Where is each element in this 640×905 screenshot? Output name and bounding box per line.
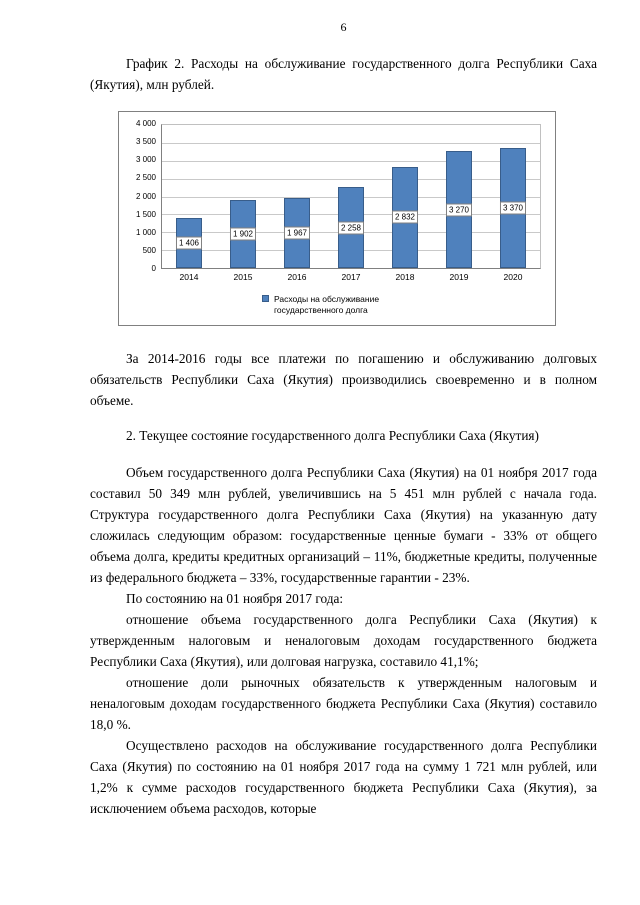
section-heading: 2. Текущее состояние государственного до… <box>126 428 539 443</box>
bar-slot: 3 370 <box>486 125 540 268</box>
paragraph-as-of-date: По состоянию на 01 ноября 2017 года: <box>126 591 344 606</box>
bar-value-label: 1 967 <box>283 226 311 240</box>
bar-2019: 3 270 <box>445 151 473 268</box>
x-axis-spacer <box>127 272 161 282</box>
bar-value-label: 2 832 <box>391 210 419 224</box>
legend-swatch-icon <box>262 295 269 302</box>
x-tick-label: 2014 <box>179 272 199 282</box>
y-tick-label: 500 <box>142 245 156 255</box>
x-tick-label: 2016 <box>287 272 307 282</box>
legend-label: Расходы на обслуживание государственного… <box>274 294 380 315</box>
x-axis: 2014 2015 2016 2017 2018 2019 2020 <box>161 272 541 282</box>
x-tick-label: 2018 <box>395 272 415 282</box>
x-tick-label: 2019 <box>449 272 469 282</box>
y-tick-label: 0 <box>151 264 156 273</box>
gridline <box>162 160 540 162</box>
debt-service-bar-chart: 4 000 3 500 3 000 2 500 2 000 1 500 1 000 500 0 … <box>118 111 556 326</box>
chart-caption: График 2. Расходы на обслуживание госуда… <box>90 56 597 92</box>
y-tick-label: 2 500 <box>135 173 156 183</box>
legend-row: Расходы на обслуживание государственного… <box>127 294 541 316</box>
y-tick-label: 1 000 <box>135 227 156 237</box>
bar-slot: 1 902 <box>216 125 270 268</box>
x-tick-label: 2017 <box>341 272 361 282</box>
bar-2015: 1 902 <box>229 200 257 268</box>
bar-value-label: 3 370 <box>499 201 527 215</box>
chart-legend: Расходы на обслуживание государственного… <box>262 294 406 316</box>
x-tick-label: 2020 <box>503 272 523 282</box>
y-tick-label: 4 000 <box>135 119 156 128</box>
bar-2020: 3 370 <box>499 147 527 268</box>
paragraph-debt-volume: Объем государственного долга Республики … <box>90 465 597 585</box>
x-tick-label: 2015 <box>233 272 253 282</box>
bar-slot: 2 832 <box>378 125 432 268</box>
y-tick-label: 3 500 <box>135 137 156 147</box>
bar-2018: 2 832 <box>391 166 419 268</box>
bar-value-label: 1 406 <box>175 236 203 250</box>
y-tick-label: 2 000 <box>135 191 156 201</box>
plot-area: 1 406 1 902 1 967 2 258 2 832 3 270 3 370 <box>161 124 541 269</box>
bar-value-label: 3 270 <box>445 203 473 217</box>
bar-value-label: 2 258 <box>337 221 365 235</box>
gridline <box>162 178 540 180</box>
page-number: 6 <box>340 20 347 34</box>
paragraph-service-expenses: Осуществлено расходов на обслуживание го… <box>90 738 597 816</box>
bar-2016: 1 967 <box>283 197 311 268</box>
x-axis-row: 2014 2015 2016 2017 2018 2019 2020 <box>127 272 541 282</box>
paragraph-market-ratio: отношение доли рыночных обязательств к у… <box>90 675 597 732</box>
y-axis: 4 000 3 500 3 000 2 500 2 000 1 500 1 000 500 0 <box>127 119 161 273</box>
bar-2017: 2 258 <box>337 187 365 268</box>
plot-wrap: 4 000 3 500 3 000 2 500 2 000 1 500 1 000 500 0 … <box>127 119 541 273</box>
bar-2014: 1 406 <box>175 217 203 268</box>
bar-slot: 1 406 <box>162 125 216 268</box>
bar-value-label: 1 902 <box>229 227 257 241</box>
bar-slot: 3 270 <box>432 125 486 268</box>
paragraph-debt-ratio: отношение объема государственного долга … <box>90 612 597 669</box>
y-tick-label: 1 500 <box>135 209 156 219</box>
gridline <box>162 142 540 144</box>
bar-slot: 1 967 <box>270 125 324 268</box>
paragraph-payments: За 2014-2016 годы все платежи по погашен… <box>90 351 597 408</box>
bar-slot: 2 258 <box>324 125 378 268</box>
y-tick-label: 3 000 <box>135 155 156 165</box>
